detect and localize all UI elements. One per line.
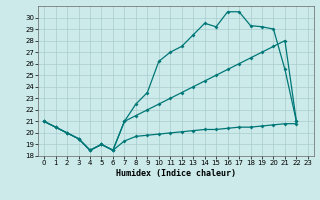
X-axis label: Humidex (Indice chaleur): Humidex (Indice chaleur) xyxy=(116,169,236,178)
